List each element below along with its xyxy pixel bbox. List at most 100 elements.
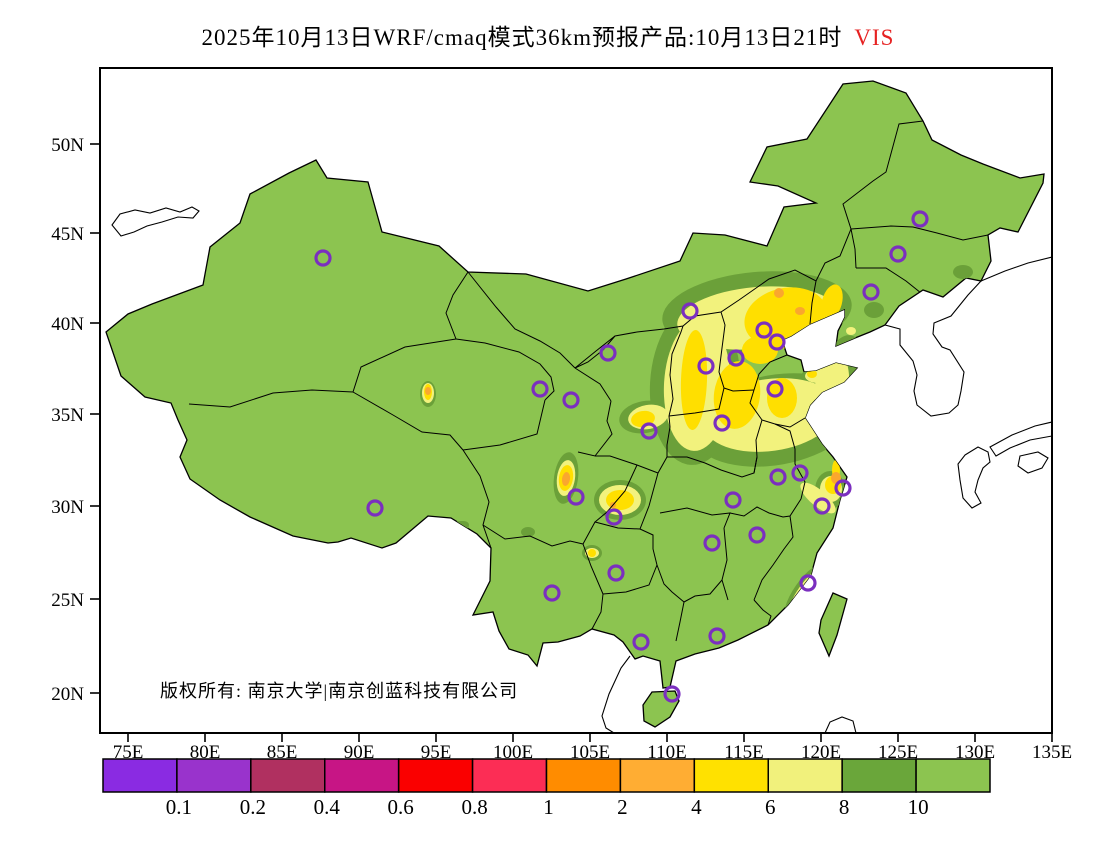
field-patch-6-8 bbox=[784, 610, 796, 622]
station-marker bbox=[727, 349, 745, 367]
japan-kyushu-outline bbox=[957, 446, 991, 509]
title-main: 2025年10月13日WRF/cmaq模式36km预报产品:10月13日21时 bbox=[202, 25, 843, 50]
station-marker bbox=[813, 497, 831, 515]
field-patch-4-6 bbox=[807, 370, 817, 378]
station-marker bbox=[768, 333, 786, 351]
station-marker bbox=[834, 479, 852, 497]
longitude-axis: 75E 80E 85E 90E 95E 100E 105E 110E 115E 120E 125E 1… bbox=[113, 733, 1072, 763]
field-patch-4-6 bbox=[588, 549, 596, 557]
station-marker bbox=[607, 564, 625, 582]
colorbar-cell bbox=[176, 758, 252, 793]
field-patch-6-8 bbox=[814, 349, 850, 425]
station-marker bbox=[755, 321, 773, 339]
colorbar-cell bbox=[619, 758, 696, 793]
station-marker bbox=[567, 488, 585, 506]
x-tick-label: 90E bbox=[344, 742, 375, 763]
station-marker bbox=[366, 499, 384, 517]
field-patch-8-10 bbox=[953, 265, 973, 279]
vietnam-coast-outline bbox=[601, 655, 631, 733]
neighbor-outlines bbox=[111, 206, 1052, 733]
station-marker bbox=[703, 534, 721, 552]
field-patch-8-10 bbox=[864, 302, 884, 318]
x-tick-label: 80E bbox=[190, 742, 221, 763]
station-marker bbox=[562, 391, 580, 409]
colorbar-tick-label: 2 bbox=[617, 795, 628, 819]
colorbar-tick-label: 0.4 bbox=[314, 795, 341, 819]
x-tick-label: 75E bbox=[113, 742, 144, 763]
field-patch-2-4 bbox=[809, 596, 815, 604]
colorbar-tick-label: 1 bbox=[543, 795, 554, 819]
station-marker bbox=[531, 380, 549, 398]
station-marker bbox=[889, 245, 907, 263]
colorbar-cell bbox=[397, 758, 474, 793]
copyright-text: 版权所有: 南京大学|南京创蓝科技有限公司 bbox=[160, 681, 518, 701]
map-canvas: 版权所有: 南京大学|南京创蓝科技有限公司 bbox=[105, 80, 1052, 733]
station-marker bbox=[911, 210, 929, 228]
colorbar-cell bbox=[102, 758, 178, 793]
x-tick-label: 135E bbox=[1032, 742, 1072, 763]
colorbar-tick-label: 0.6 bbox=[388, 795, 414, 819]
station-marker bbox=[681, 302, 699, 320]
station-marker bbox=[799, 574, 817, 592]
y-tick-label: 25N bbox=[51, 590, 84, 611]
colorbar-cell bbox=[545, 758, 622, 793]
page-title: 2025年10月13日WRF/cmaq模式36km预报产品:10月13日21时 V… bbox=[202, 25, 895, 50]
station-marker bbox=[697, 357, 715, 375]
station-marker bbox=[724, 491, 742, 509]
lake-balkhash-outline bbox=[111, 206, 200, 237]
x-tick-label: 115E bbox=[724, 742, 763, 763]
station-marker bbox=[769, 468, 787, 486]
station-marker bbox=[748, 526, 766, 544]
x-tick-label: 95E bbox=[421, 742, 452, 763]
station-marker bbox=[862, 283, 880, 301]
field-patch-6-8 bbox=[800, 482, 836, 514]
latitude-axis: 50N 45N 40N 35N 30N 25N 20N bbox=[51, 135, 100, 705]
colorbar-tick-label: 0.8 bbox=[461, 795, 487, 819]
x-tick-label: 105E bbox=[570, 742, 610, 763]
y-tick-label: 40N bbox=[51, 314, 84, 335]
map-frame bbox=[99, 67, 1053, 734]
field-patch-2-4 bbox=[425, 387, 431, 395]
colorbar-tick-label: 0.1 bbox=[166, 795, 192, 819]
x-tick-label: 125E bbox=[878, 742, 918, 763]
taiwan-island bbox=[818, 592, 848, 658]
x-tick-label: 120E bbox=[801, 742, 841, 763]
field-patch-4-6 bbox=[606, 490, 634, 510]
field-patch-8-10 bbox=[521, 527, 535, 537]
station-marker bbox=[605, 508, 623, 526]
field-patch-2-4 bbox=[795, 307, 805, 315]
y-tick-label: 45N bbox=[51, 224, 84, 245]
colorbar-cell bbox=[915, 758, 991, 793]
field-patch-4-6 bbox=[786, 612, 794, 620]
colorbar-cell bbox=[767, 758, 843, 793]
field-patch-4-6 bbox=[821, 284, 843, 320]
station-marker bbox=[599, 344, 617, 362]
colorbar-tick-label: 10 bbox=[908, 795, 929, 819]
colorbar-cell bbox=[324, 758, 400, 793]
korea-outline bbox=[884, 280, 982, 417]
visibility-colorbar: 0.1 0.2 0.4 0.6 0.8 1 2 4 6 8 10 bbox=[102, 758, 991, 819]
japan-honshu-outline bbox=[989, 421, 1052, 457]
field-patch-6-8 bbox=[846, 327, 856, 335]
y-tick-label: 35N bbox=[51, 405, 84, 426]
field-patch-4-6 bbox=[742, 336, 778, 364]
station-markers bbox=[314, 210, 929, 703]
station-marker bbox=[713, 414, 731, 432]
station-marker bbox=[632, 633, 650, 651]
colorbar-cell bbox=[250, 758, 326, 793]
station-marker bbox=[640, 422, 658, 440]
station-marker bbox=[543, 584, 561, 602]
x-tick-label: 100E bbox=[493, 742, 533, 763]
field-patch-2-4 bbox=[406, 534, 452, 560]
luzon-coast-outline bbox=[824, 716, 857, 733]
station-marker bbox=[766, 380, 784, 398]
japan-shikoku-outline bbox=[1017, 451, 1049, 474]
field-patch-4-6 bbox=[767, 378, 797, 418]
field-patch-1-2 bbox=[413, 544, 435, 558]
colorbar-tick-label: 0.2 bbox=[240, 795, 266, 819]
colorbar-cell bbox=[471, 758, 548, 793]
station-marker bbox=[708, 627, 726, 645]
china-mainland bbox=[105, 80, 1045, 689]
colorbar-cell bbox=[841, 758, 917, 793]
province-borders bbox=[188, 120, 989, 642]
